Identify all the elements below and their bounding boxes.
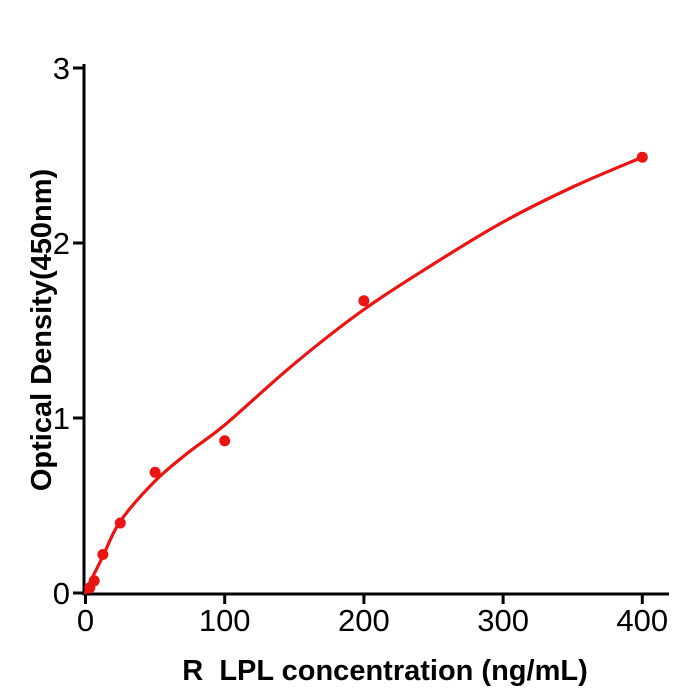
y-tick-label: 3 [53,51,70,86]
ticks [73,66,644,604]
x-tick-label: 300 [477,603,529,638]
x-tick-label: 200 [338,603,390,638]
y-tick-label: 2 [53,226,70,261]
y-tick-label: 0 [53,576,70,611]
y-tick-label: 1 [53,401,70,436]
x-tick-label: 0 [77,603,94,638]
data-point [114,517,126,529]
tick-labels: 0 100 200 300 400 0 1 2 3 [53,51,668,638]
y-axis-title: Optical Density(450nm) [26,169,58,491]
data-point [97,549,109,560]
x-tick-label: 400 [616,603,668,638]
data-point [149,466,161,478]
fit-curve-line [83,155,644,595]
x-axis-title: R LPL concentration (ng/mL) [182,655,587,687]
data-point [636,151,648,163]
data-point [219,435,231,447]
data-point [88,575,100,587]
data-point [358,295,370,307]
data-points [84,151,648,594]
axes [82,64,669,596]
x-tick-label: 100 [199,603,251,638]
